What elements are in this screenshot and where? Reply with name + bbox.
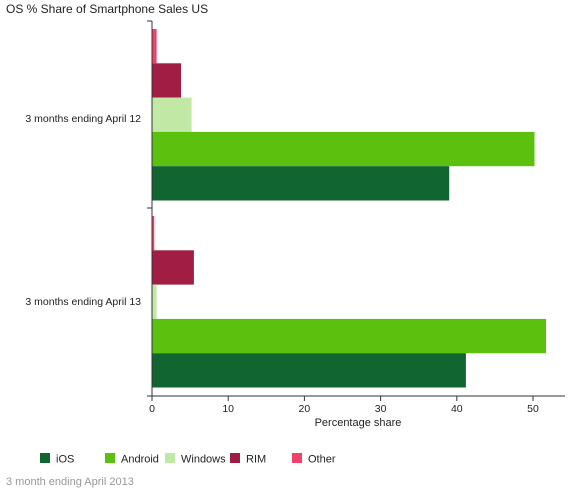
- x-ticks: 0 10 20 30 40 50: [149, 396, 539, 415]
- x-axis-title: Percentage share: [315, 417, 402, 429]
- bar-ios: [152, 166, 450, 201]
- legend-label-windows: Windows: [181, 454, 226, 466]
- legend-swatch-other: [292, 453, 302, 463]
- legend-label-other: Other: [308, 454, 336, 466]
- bar-rim: [152, 250, 194, 285]
- legend-label-ios: iOS: [56, 454, 74, 466]
- x-tick-label: 0: [149, 403, 155, 415]
- legend: iOS Android Windows RIM Other: [40, 453, 336, 466]
- bar-ios: [152, 353, 466, 388]
- bar-android: [152, 131, 535, 167]
- category-labels: 3 months ending April 12 3 months ending …: [25, 113, 141, 308]
- x-tick-label: 10: [222, 403, 234, 415]
- legend-label-android: Android: [121, 454, 159, 466]
- bar-windows: [152, 284, 157, 319]
- axes: [147, 20, 565, 397]
- bar-android: [152, 318, 546, 354]
- x-tick-label: 40: [451, 403, 463, 415]
- legend-swatch-android: [105, 453, 115, 463]
- chart-title: OS % Share of Smartphone Sales US: [6, 2, 208, 16]
- category-label: 3 months ending April 13: [25, 296, 141, 308]
- bar-rim: [152, 63, 181, 98]
- category-label: 3 months ending April 12: [25, 113, 141, 125]
- bar-other: [152, 29, 157, 64]
- legend-swatch-windows: [165, 453, 175, 463]
- legend-swatch-rim: [230, 453, 240, 463]
- bar-other: [152, 216, 155, 251]
- x-tick-label: 30: [375, 403, 387, 415]
- legend-swatch-ios: [40, 453, 50, 463]
- x-tick-label: 20: [299, 403, 311, 415]
- x-tick-label: 50: [527, 403, 539, 415]
- bars: [152, 29, 546, 388]
- legend-label-rim: RIM: [246, 454, 266, 466]
- bar-windows: [152, 97, 192, 132]
- footer-note: 3 month ending April 2013: [6, 476, 134, 488]
